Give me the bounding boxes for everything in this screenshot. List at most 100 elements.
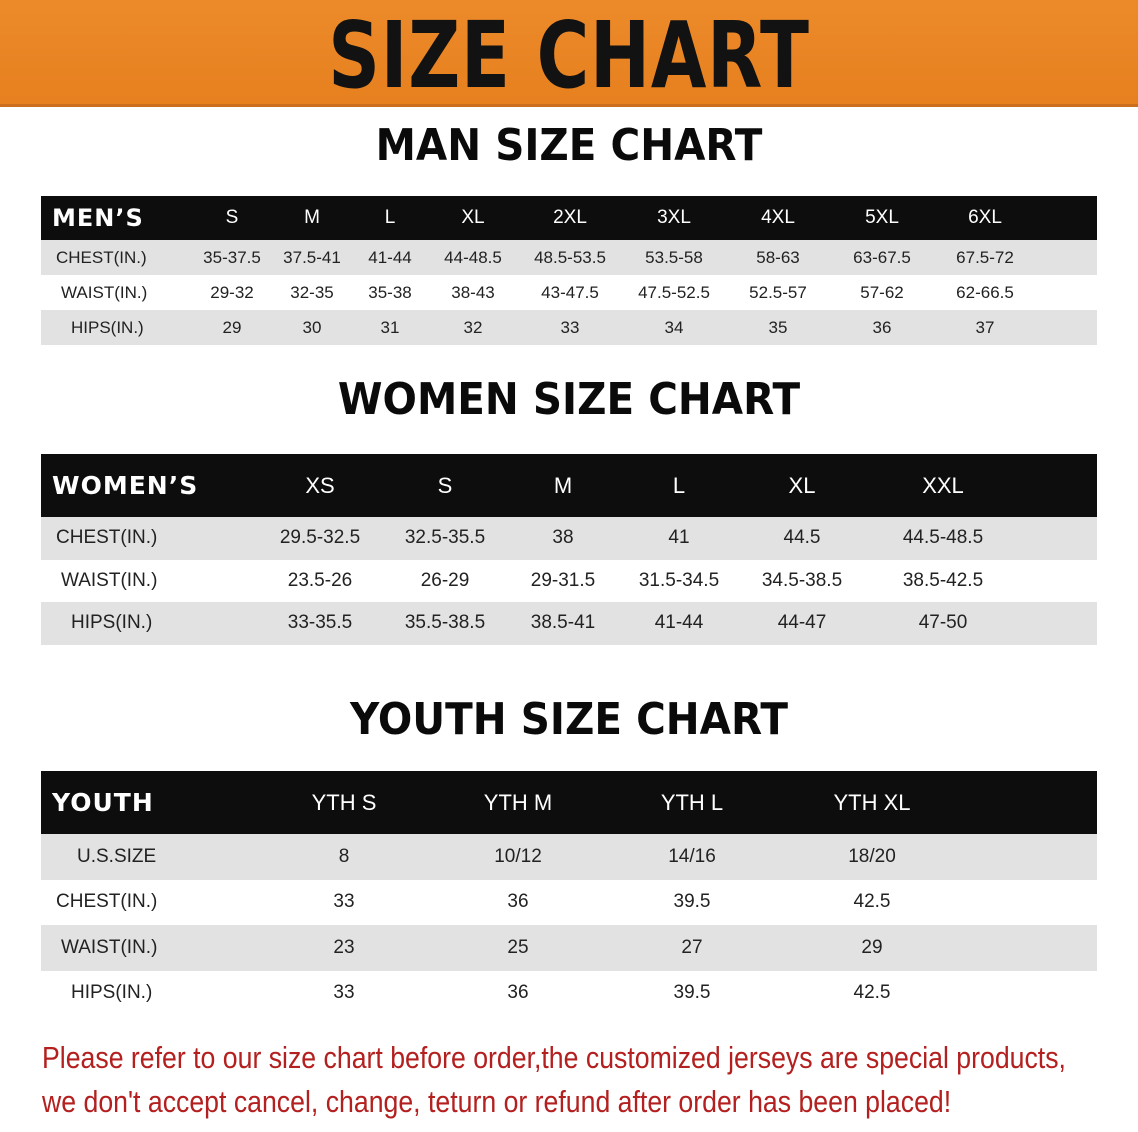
- table-cell: 36: [507, 891, 529, 913]
- table-cell: 48.5-53.5: [534, 247, 606, 267]
- row-label: CHEST(IN.): [56, 247, 147, 267]
- table-cell: 35-37.5: [203, 247, 261, 267]
- table-row: HIPS(IN.) 33-35.5 35.5-38.5 38.5-41 41-44 44-…: [41, 602, 1097, 645]
- table-cell: 33-35.5: [287, 612, 353, 634]
- table-cell: 26-29: [420, 569, 470, 591]
- size-column-header: S: [225, 207, 239, 228]
- table-cell: 58-63: [756, 247, 800, 267]
- men-size-table: MEN’S S M L XL 2XL 3XL 4XL 5XL 6XL CHEST(IN.) 35-37…: [41, 196, 1097, 345]
- women-size-table: WOMEN’S XS S M L XL XXL CHEST(IN.) 29.5-32.5 32.5…: [41, 454, 1097, 645]
- women-section-title: WOMEN SIZE CHART: [337, 374, 801, 425]
- table-row: HIPS(IN.) 29 30 31 32 33 34 35 36 37: [41, 310, 1097, 345]
- table-header-row: MEN’S S M L XL 2XL 3XL 4XL 5XL 6XL: [41, 196, 1097, 240]
- table-cell: 47-50: [918, 612, 968, 634]
- table-cell: 32: [463, 317, 483, 337]
- table-cell: 25: [507, 936, 529, 958]
- row-label: HIPS(IN.): [71, 982, 153, 1004]
- table-cell: 35: [768, 317, 788, 337]
- banner: SIZE CHART: [0, 0, 1138, 109]
- table-cell: 29.5-32.5: [279, 527, 361, 549]
- table-cell: 33: [560, 317, 580, 337]
- table-cell: 39.5: [673, 982, 711, 1004]
- table-cell: 36: [507, 982, 529, 1004]
- order-notice: Please refer to our size chart before or…: [42, 1036, 1066, 1124]
- table-cell: 29-31.5: [530, 569, 596, 591]
- size-column-header: L: [384, 207, 396, 228]
- table-cell: 34: [664, 317, 684, 337]
- order-notice-line-1: Please refer to our size chart before or…: [42, 1040, 1066, 1075]
- row-label: HIPS(IN.): [71, 317, 144, 337]
- table-cell: 29: [222, 317, 242, 337]
- size-column-header: 3XL: [657, 207, 691, 228]
- table-cell: 44-47: [777, 612, 827, 634]
- table-cell: 44.5: [783, 527, 821, 549]
- row-label: WAIST(IN.): [61, 569, 158, 591]
- size-column-header: M: [553, 472, 573, 498]
- table-cell: 32.5-35.5: [404, 527, 486, 549]
- table-cell: 31.5-34.5: [638, 569, 720, 591]
- table-cell: 52.5-57: [749, 282, 807, 302]
- table-cell: 63-67.5: [853, 247, 911, 267]
- table-cell: 62-66.5: [956, 282, 1014, 302]
- row-label: WAIST(IN.): [61, 936, 158, 958]
- table-cell: 37: [975, 317, 995, 337]
- table-row: U.S.SIZE 8 10/12 14/16 18/20: [41, 834, 1097, 880]
- table-cell: 30: [302, 317, 322, 337]
- table-cell: 38.5-41: [530, 612, 596, 634]
- table-header-row: WOMEN’S XS S M L XL XXL: [41, 454, 1097, 517]
- table-cell: 41: [668, 527, 690, 549]
- youth-size-table: YOUTH YTH S YTH M YTH L YTH XL U.S.SIZE 8 10/12…: [41, 771, 1097, 1016]
- table-cell: 53.5-58: [645, 247, 703, 267]
- size-column-header: YTH L: [660, 789, 724, 815]
- size-column-header: L: [672, 472, 686, 498]
- table-cell: 42.5: [853, 891, 891, 913]
- table-header-label: WOMEN’S: [52, 471, 199, 500]
- table-cell: 44-48.5: [444, 247, 502, 267]
- table-cell: 38.5-42.5: [902, 569, 984, 591]
- size-column-header: 6XL: [968, 207, 1002, 228]
- table-cell: 8: [338, 845, 350, 867]
- table-cell: 34.5-38.5: [761, 569, 843, 591]
- table-cell: 23: [333, 936, 355, 958]
- size-column-header: XXL: [922, 472, 964, 498]
- table-cell: 10/12: [494, 845, 542, 867]
- table-cell: 37.5-41: [283, 247, 341, 267]
- size-column-header: XS: [305, 472, 335, 498]
- size-column-header: YTH XL: [833, 789, 911, 815]
- row-label: HIPS(IN.): [71, 612, 153, 634]
- size-column-header: 4XL: [761, 207, 795, 228]
- table-row: HIPS(IN.) 33 36 39.5 42.5: [41, 970, 1097, 1016]
- table-cell: 38: [552, 527, 574, 549]
- table-cell: 35.5-38.5: [404, 612, 486, 634]
- table-cell: 14/16: [668, 845, 716, 867]
- table-cell: 57-62: [860, 282, 904, 302]
- table-cell: 27: [681, 936, 703, 958]
- table-cell: 29: [861, 936, 883, 958]
- table-cell: 41-44: [368, 247, 412, 267]
- table-cell: 43-47.5: [541, 282, 599, 302]
- row-label: WAIST(IN.): [61, 282, 148, 302]
- table-cell: 33: [333, 891, 355, 913]
- table-cell: 41-44: [654, 612, 704, 634]
- size-column-header: YTH M: [483, 789, 553, 815]
- table-header-label: YOUTH: [52, 788, 154, 817]
- table-header-row: YOUTH YTH S YTH M YTH L YTH XL: [41, 771, 1097, 834]
- table-cell: 29-32: [210, 282, 254, 302]
- table-cell: 44.5-48.5: [902, 527, 984, 549]
- size-column-header: YTH S: [311, 789, 377, 815]
- row-label: U.S.SIZE: [77, 845, 157, 867]
- size-column-header: XL: [788, 472, 816, 498]
- table-cell: 35-38: [368, 282, 412, 302]
- table-row: WAIST(IN.) 29-32 32-35 35-38 38-43 43-47.5 47.…: [41, 275, 1097, 310]
- size-column-header: 5XL: [865, 207, 899, 228]
- row-label: CHEST(IN.): [56, 891, 158, 913]
- table-cell: 47.5-52.5: [638, 282, 710, 302]
- size-column-header: S: [437, 472, 453, 498]
- table-row: WAIST(IN.) 23 25 27 29: [41, 925, 1097, 971]
- table-cell: 42.5: [853, 982, 891, 1004]
- table-header-label: MEN’S: [52, 204, 144, 232]
- size-column-header: 2XL: [553, 207, 587, 228]
- table-cell: 31: [380, 317, 400, 337]
- table-cell: 32-35: [290, 282, 334, 302]
- table-row: WAIST(IN.) 23.5-26 26-29 29-31.5 31.5-34.5 34…: [41, 559, 1097, 602]
